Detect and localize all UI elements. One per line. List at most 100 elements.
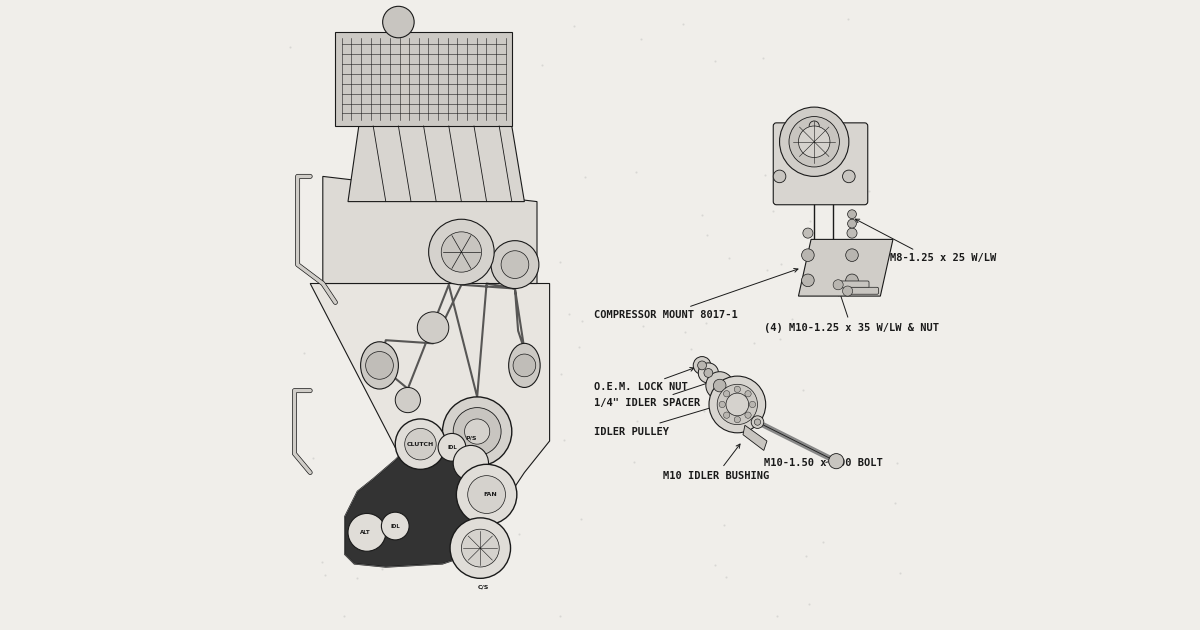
Circle shape	[706, 372, 733, 399]
Circle shape	[694, 357, 710, 374]
Point	[682, 344, 701, 354]
Circle shape	[514, 354, 535, 377]
Point	[859, 186, 878, 197]
Text: (4) M10-1.25 x 35 W/LW & NUT: (4) M10-1.25 x 35 W/LW & NUT	[763, 292, 938, 333]
Point	[572, 316, 592, 326]
Circle shape	[724, 391, 730, 397]
Circle shape	[773, 170, 786, 183]
Circle shape	[438, 433, 466, 461]
Point	[763, 207, 782, 217]
Point	[697, 230, 716, 240]
Point	[316, 570, 335, 580]
Point	[814, 537, 833, 547]
Point	[364, 132, 383, 142]
Point	[570, 342, 589, 352]
Point	[716, 572, 736, 582]
Point	[695, 406, 714, 416]
Point	[890, 568, 910, 578]
Text: IDLER PULLEY: IDLER PULLEY	[594, 404, 722, 437]
Circle shape	[847, 219, 857, 228]
Circle shape	[714, 379, 726, 392]
Point	[302, 454, 322, 464]
Point	[551, 611, 570, 621]
Point	[696, 318, 715, 328]
Circle shape	[704, 369, 713, 377]
Circle shape	[803, 228, 812, 238]
Point	[720, 253, 739, 263]
Circle shape	[749, 401, 756, 408]
Point	[715, 520, 734, 530]
Circle shape	[842, 286, 853, 296]
Point	[838, 14, 857, 25]
Circle shape	[450, 518, 510, 578]
Point	[410, 105, 430, 115]
Circle shape	[442, 232, 481, 272]
Polygon shape	[336, 32, 511, 126]
Point	[335, 610, 354, 621]
Point	[782, 314, 802, 324]
Point	[575, 172, 594, 182]
Circle shape	[833, 280, 844, 290]
Polygon shape	[798, 239, 893, 296]
Circle shape	[418, 312, 449, 343]
Point	[481, 432, 500, 442]
Circle shape	[802, 249, 814, 261]
Point	[280, 42, 299, 52]
Polygon shape	[348, 113, 524, 202]
Point	[752, 52, 772, 62]
Circle shape	[709, 376, 766, 433]
Point	[348, 573, 367, 583]
Point	[509, 529, 528, 539]
Point	[395, 85, 414, 95]
Point	[422, 276, 442, 286]
Circle shape	[755, 419, 761, 425]
Point	[398, 173, 418, 183]
Point	[766, 134, 785, 144]
Circle shape	[404, 428, 437, 460]
Circle shape	[724, 412, 730, 418]
Point	[793, 385, 812, 395]
Circle shape	[382, 512, 409, 540]
Point	[559, 309, 578, 319]
Point	[800, 215, 820, 226]
Circle shape	[790, 117, 840, 167]
Circle shape	[847, 228, 857, 238]
Point	[797, 551, 816, 561]
Point	[472, 363, 491, 373]
Circle shape	[698, 363, 719, 383]
Point	[624, 457, 643, 467]
Ellipse shape	[509, 343, 540, 387]
Point	[816, 112, 835, 122]
Text: FAN: FAN	[482, 492, 497, 497]
Circle shape	[745, 412, 751, 418]
Point	[571, 513, 590, 524]
Point	[706, 56, 725, 66]
Point	[419, 353, 438, 363]
Point	[452, 202, 472, 212]
Point	[520, 417, 539, 427]
Point	[692, 210, 712, 220]
Text: O.E.M. LOCK NUT: O.E.M. LOCK NUT	[594, 367, 694, 392]
Polygon shape	[743, 425, 767, 450]
Circle shape	[751, 416, 764, 428]
Point	[626, 167, 646, 177]
Point	[767, 610, 786, 621]
Point	[628, 416, 647, 426]
Point	[509, 260, 528, 270]
Point	[634, 321, 653, 331]
Circle shape	[454, 408, 502, 455]
Circle shape	[697, 361, 707, 370]
Circle shape	[780, 107, 848, 176]
Circle shape	[842, 170, 856, 183]
Point	[312, 556, 331, 566]
Circle shape	[462, 529, 499, 567]
Circle shape	[734, 386, 740, 392]
Circle shape	[798, 126, 830, 158]
Circle shape	[443, 397, 511, 466]
Point	[457, 534, 476, 544]
Point	[295, 348, 314, 358]
Circle shape	[454, 445, 488, 481]
Text: M10-1.50 x 100 BOLT: M10-1.50 x 100 BOLT	[763, 458, 882, 468]
Circle shape	[464, 419, 490, 444]
Point	[625, 397, 644, 407]
